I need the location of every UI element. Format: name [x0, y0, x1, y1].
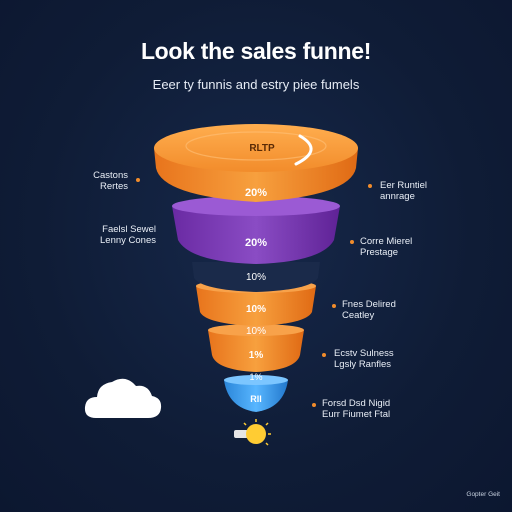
funnel-stage-5: 1% — [208, 324, 304, 372]
right-label-2: Corre Mierel Prestage — [360, 236, 413, 258]
stage-6-label: 1% — [249, 372, 262, 382]
left-dot-1 — [136, 178, 140, 182]
gap-label-3: 10% — [246, 326, 266, 337]
right-dot-5 — [312, 403, 316, 407]
left-label-2: Faelsl Sewel Lenny Cones — [100, 224, 156, 246]
page-title: Look the sales funne! — [140, 38, 372, 64]
stage-4-label: 10% — [246, 304, 266, 315]
funnel-stage-3: 10% — [192, 262, 320, 292]
right-label-1: Eer Runtiel annrage — [380, 180, 427, 202]
right-label-5: Forsd Dsd Nigid Eurr Fiumet Ftal — [322, 398, 391, 420]
stage-7-label: Rll — [250, 394, 262, 404]
right-dot-4 — [322, 353, 326, 357]
right-dot-2 — [350, 240, 354, 244]
stage-3-label: 10% — [246, 272, 266, 283]
right-dot-3 — [332, 304, 336, 308]
top-disc-text: RLTP — [249, 143, 275, 154]
right-dot-1 — [368, 184, 372, 188]
stage-5-label: 1% — [249, 350, 264, 361]
stage-2-label: 20% — [245, 237, 267, 249]
cloud-icon — [84, 378, 162, 418]
funnel-stage-2: 20% — [172, 196, 340, 264]
stage-1-label: 20% — [245, 187, 267, 199]
funnel-stage-1: RLTP 20% — [154, 124, 358, 202]
page-subtitle: Eeer ty funnis and estry piee fumels — [152, 77, 360, 92]
right-label-4: Ecstv Sulness Lgsly Ranfles — [334, 348, 394, 370]
right-label-3: Fnes Delired Ceatley — [342, 299, 396, 321]
image-credit: Gopter Geit — [466, 491, 500, 498]
left-label-1: Castons Rertes — [93, 170, 128, 192]
funnel-stage-7: Rll — [224, 375, 288, 412]
lightbulb-icon — [234, 419, 271, 446]
